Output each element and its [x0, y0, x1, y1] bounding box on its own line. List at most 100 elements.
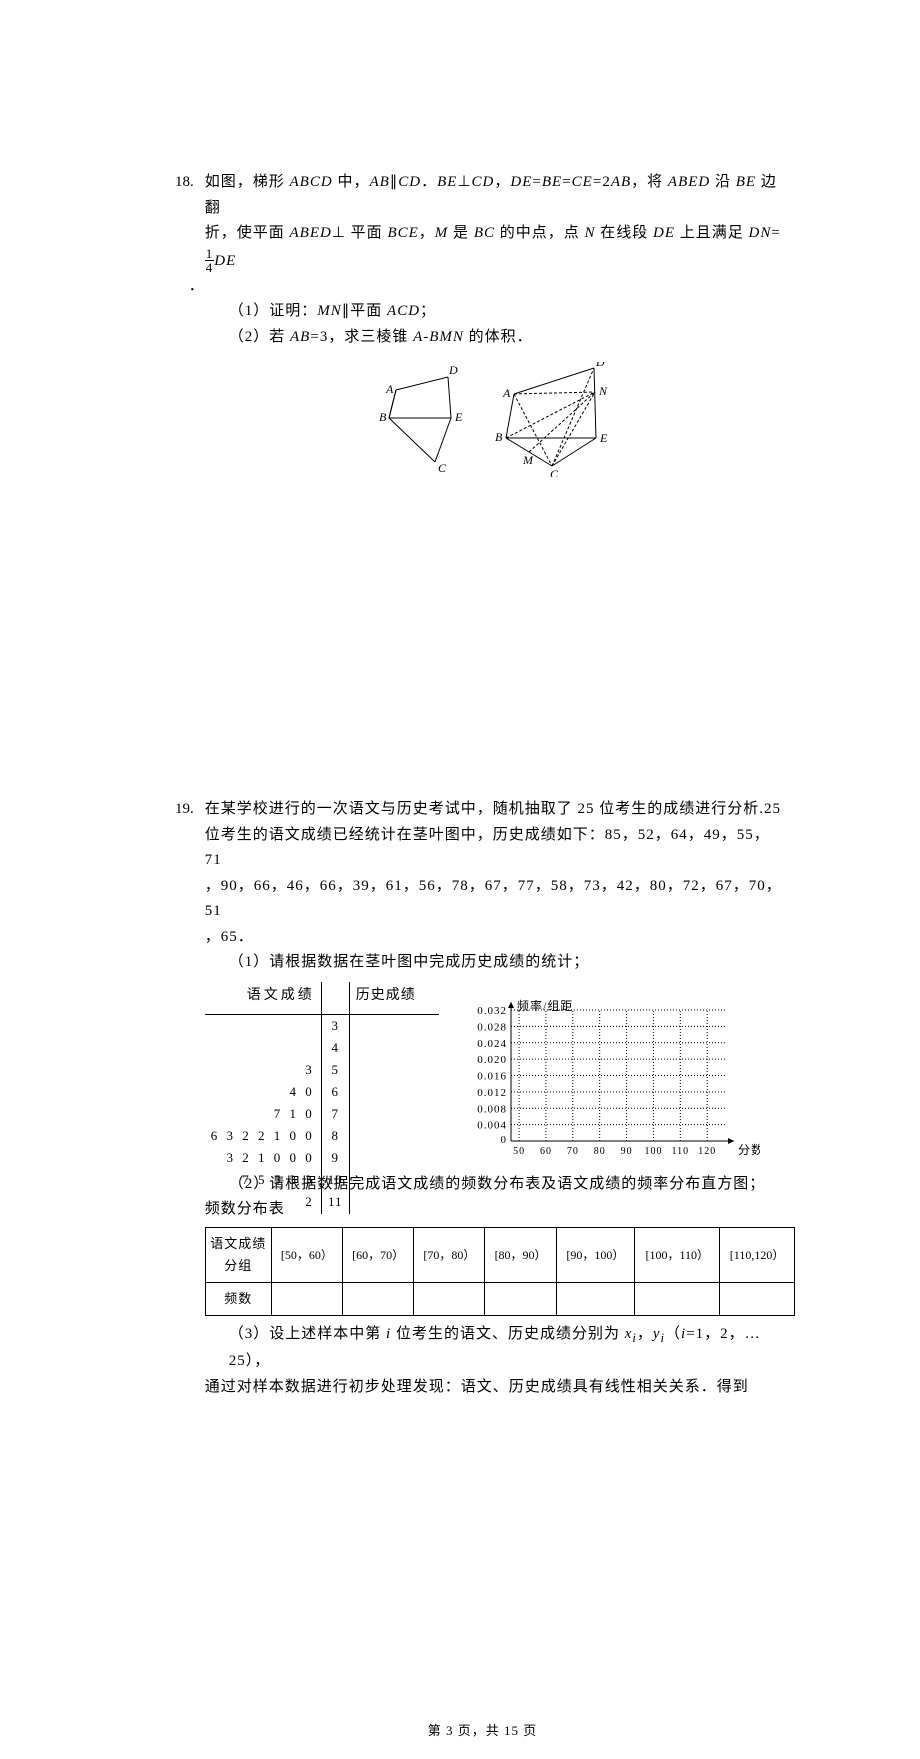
svg-text:A: A — [502, 386, 511, 400]
text: 沿 — [710, 174, 736, 190]
text: 平面 — [346, 225, 388, 241]
leaf-left: 3 2 1 0 0 0 — [205, 1147, 322, 1169]
stem: 7 — [321, 1103, 349, 1125]
leaf-right — [349, 1103, 439, 1125]
text: 中， — [333, 174, 370, 190]
rowhead: 频数 — [205, 1283, 271, 1316]
svg-text:0.008: 0.008 — [477, 1103, 507, 1115]
stem: 10 — [321, 1169, 349, 1191]
stem: 11 — [321, 1191, 349, 1213]
math: BE — [437, 174, 457, 190]
text: 如图，梯形 — [205, 174, 290, 190]
leaf-right — [349, 1191, 439, 1213]
text: （2）若 — [229, 329, 290, 345]
svg-text:110: 110 — [671, 1146, 689, 1157]
svg-text:0.012: 0.012 — [477, 1087, 507, 1099]
leaf-left: 3 — [205, 1059, 322, 1081]
leaf-right — [349, 1169, 439, 1191]
text: ， — [494, 174, 510, 190]
page-footer: 第 3 页，共 15 页 — [175, 1720, 790, 1759]
range-cell: [110,120） — [720, 1227, 794, 1282]
text: 位考生的语文、历史成绩分别为 — [391, 1326, 625, 1342]
line: 折，使平面 ABED⊥ 平面 BCE，M 是 BC 的中点，点 N 在线段 DE… — [205, 221, 785, 274]
svg-text:D: D — [448, 363, 459, 377]
math: BE — [736, 174, 756, 190]
text: 的中点，点 — [495, 225, 585, 241]
stem: 5 — [321, 1059, 349, 1081]
freq-cell — [556, 1283, 634, 1316]
math: = — [771, 225, 780, 241]
svg-text:0.020: 0.020 — [477, 1054, 507, 1066]
math: ∥ — [342, 303, 351, 319]
svg-text:0.032: 0.032 — [477, 1005, 507, 1017]
stem: 6 — [321, 1081, 349, 1103]
svg-text:80: 80 — [593, 1146, 605, 1157]
figure-folded: ABCDEMN — [488, 362, 618, 477]
text: ． — [421, 174, 437, 190]
problem-19: 19. 在某学校进行的一次语文与历史考试中，随机抽取了 25 位考生的成绩进行分… — [175, 797, 790, 1400]
text: ． — [189, 278, 205, 294]
math: = — [593, 174, 602, 190]
math: ⊥ — [332, 225, 346, 241]
line: 如图，梯形 ABCD 中，AB∥CD．BE⊥CD，DE=BE=CE=2AB，将 … — [205, 170, 785, 221]
text: （ — [665, 1326, 681, 1342]
problem-18: 18. 如图，梯形 ABCD 中，AB∥CD．BE⊥CD，DE=BE=CE=2A… — [175, 170, 790, 477]
svg-text:E: E — [454, 410, 463, 424]
svg-text:E: E — [599, 431, 608, 445]
math: MN — [317, 303, 342, 319]
svg-text:分数: 分数 — [738, 1142, 760, 1157]
svg-text:0.016: 0.016 — [477, 1070, 507, 1082]
line: ，65． — [205, 925, 785, 951]
math: AB — [290, 329, 310, 345]
subproblem-1: （1）证明：MN∥平面 ACD； — [205, 299, 785, 325]
line: 在某学校进行的一次语文与历史考试中，随机抽取了 25 位考生的成绩进行分析.25 — [205, 797, 785, 823]
leaf-right — [349, 1037, 439, 1059]
math: DE — [510, 174, 532, 190]
math: DE — [214, 252, 236, 268]
problem-number: 18. — [175, 170, 201, 196]
math: DE — [653, 225, 675, 241]
svg-text:C: C — [550, 467, 559, 477]
svg-text:B: B — [495, 430, 503, 444]
svg-text:0: 0 — [500, 1134, 507, 1146]
problem-number: 19. — [175, 797, 201, 823]
math: DN — [749, 225, 772, 241]
svg-text:60: 60 — [540, 1146, 552, 1157]
subproblem-2: （2）若 AB=3，求三棱锥 A-BMN 的体积． — [205, 325, 785, 351]
math: ABCD — [290, 174, 333, 190]
svg-text:120: 120 — [698, 1146, 716, 1157]
math: BCE — [387, 225, 418, 241]
leaf-left: 7 1 0 — [205, 1103, 322, 1125]
leaf-right — [349, 1081, 439, 1103]
math: ACD — [387, 303, 420, 319]
math: ABED — [668, 174, 710, 190]
problem-body: 如图，梯形 ABCD 中，AB∥CD．BE⊥CD，DE=BE=CE=2AB，将 … — [205, 170, 785, 477]
math: ABED — [290, 225, 332, 241]
range-cell: [80，90） — [485, 1227, 556, 1282]
freq-cell — [271, 1283, 342, 1316]
subproblem-1: （1）请根据数据在茎叶图中完成历史成绩的统计； — [205, 950, 785, 976]
stemleaf-and-histogram: 语文成绩历史成绩34354 067 1 076 3 2 2 1 0 083 2 … — [205, 982, 785, 1172]
text: 在线段 — [596, 225, 654, 241]
range-cell: [70，80） — [414, 1227, 485, 1282]
math: A-BMN — [413, 329, 464, 345]
text: ， — [419, 225, 435, 241]
math: 2 — [602, 174, 611, 190]
leaf-right — [349, 1059, 439, 1081]
text: 折，使平面 — [205, 225, 290, 241]
svg-text:A: A — [385, 382, 394, 396]
stem: 3 — [321, 1014, 349, 1037]
range-cell: [90，100） — [556, 1227, 634, 1282]
math: = — [562, 174, 571, 190]
fraction: 14 — [205, 247, 215, 274]
math: AB — [611, 174, 631, 190]
math: = — [310, 329, 319, 345]
figure-trapezoid: ABCDE — [371, 362, 471, 477]
header-left: 语文成绩 — [205, 982, 322, 1014]
line: ． — [189, 274, 785, 300]
math: BC — [474, 225, 495, 241]
text: 是 — [448, 225, 474, 241]
math: = — [532, 174, 541, 190]
math: BE — [542, 174, 562, 190]
freq-cell — [342, 1283, 413, 1316]
